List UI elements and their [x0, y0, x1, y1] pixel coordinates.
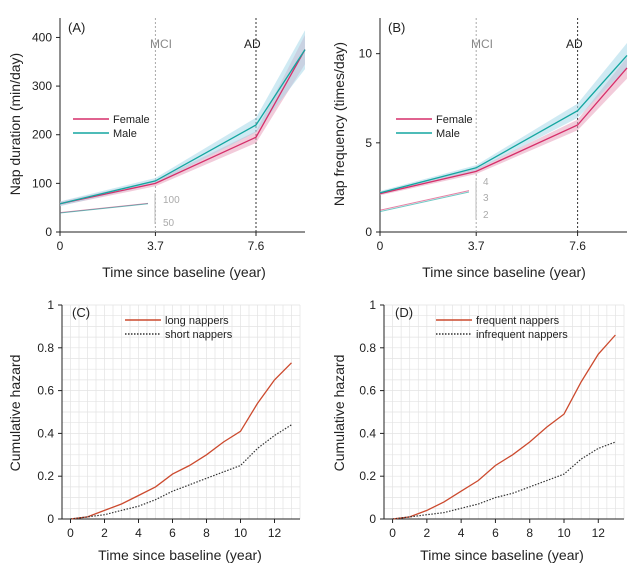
panel-b-vline-ad-label: AD: [566, 37, 583, 51]
panel-b-series-female: [379, 67, 628, 195]
panel-a-ylabel: Nap duration (min/day): [7, 53, 23, 195]
panel-a-x-tick-label: 7.6: [248, 239, 265, 253]
panel-b-marks: 0 5 10 0 3.7 7.6: [359, 18, 628, 253]
panel-c-x-tick-label: 0: [67, 526, 74, 540]
panel-c-y-tick-label: 0.4: [37, 426, 54, 440]
panel-d-x-tick-label: 10: [557, 526, 571, 540]
panel-a-x-tick-label: 3.7: [147, 239, 164, 253]
panel-c-xlabel: Time since baseline (year): [98, 547, 262, 563]
panel-d-x-tick-label: 2: [424, 526, 431, 540]
panel-b-vline-mci-label: MCI: [471, 37, 493, 51]
panel-b-label: (B): [388, 20, 405, 35]
panel-b-inset-line-female: [379, 190, 470, 211]
panel-b-x-tick-label: 0: [377, 239, 384, 253]
panel-c-x-tick-label: 2: [101, 526, 108, 540]
panel-b-inset-tick-3: 3: [483, 193, 489, 204]
panel-a-y-tick-label: 100: [32, 176, 52, 190]
panel-d-y-tick-label: 0.8: [359, 341, 376, 355]
panel-d-y-tick-label: 1: [369, 298, 376, 312]
panel-b-y-tick-label: 0: [365, 225, 372, 239]
panel-d-hazard-chart: 00.20.40.60.810 2 4 6 8 10 12 (D) Cumulative h…: [331, 298, 625, 563]
panel-d-label: (D): [395, 305, 413, 320]
panel-c-x-tick-label: 12: [268, 526, 282, 540]
panel-b-ylabel: Nap frequency (times/day): [331, 42, 347, 206]
panel-a-label: (A): [68, 20, 85, 35]
panel-d-y-tick-label: 0: [369, 512, 376, 526]
panel-c-y-tick-label: 0.6: [37, 384, 54, 398]
panel-d-x-tick-label: 8: [526, 526, 533, 540]
panel-c-x-tick-label: 8: [203, 526, 210, 540]
panel-b-series-male: [379, 54, 628, 194]
panel-a-marks: 0 100 200 300 400 0 3.7 7.6: [32, 18, 306, 253]
panel-a-y-tick-label: 0: [45, 225, 52, 239]
panel-d-x-tick-label: 12: [592, 526, 606, 540]
panel-a-inset-tick-50: 50: [163, 218, 175, 229]
panel-a-x-tick-label: 0: [57, 239, 64, 253]
panel-d-series-infrequent-nappers: [392, 441, 616, 520]
panel-a-y-tick-label: 400: [32, 30, 52, 44]
panel-c-ylabel: Cumulative hazard: [7, 355, 23, 472]
panel-b-legend-label-female: Female: [436, 114, 473, 126]
panel-a-legend-label-female: Female: [113, 114, 150, 126]
panel-d-x-tick-label: 0: [389, 526, 396, 540]
panel-c-x-tick-label: 4: [135, 526, 142, 540]
panel-a-y-tick-label: 200: [32, 128, 52, 142]
panel-b-x-tick-label: 3.7: [468, 239, 485, 253]
panel-d-y-tick-label: 0.4: [359, 426, 376, 440]
panel-a-vline-ad-label: AD: [244, 37, 261, 51]
panel-a-duration-chart: 0 100 200 300 400 0 3.7 7.6 (A) Nap duration (m…: [7, 18, 306, 280]
panel-c-series-short-nappers: [70, 424, 292, 520]
panel-b-inset-line-male: [379, 191, 470, 213]
panel-d-legend-label-infrequent: infrequent nappers: [476, 329, 568, 341]
panel-b-band-female: [380, 57, 627, 196]
panel-b-inset-tick-4: 4: [483, 177, 489, 188]
panel-d-ylabel: Cumulative hazard: [331, 355, 347, 472]
panel-c-legend-label-long: long nappers: [165, 315, 229, 327]
panel-c-legend-label-short: short nappers: [165, 329, 233, 341]
panel-c-y-tick-label: 1: [47, 298, 54, 312]
panel-a-legend-label-male: Male: [113, 128, 137, 140]
panel-d-x-tick-label: 6: [492, 526, 499, 540]
panel-c-y-tick-label: 0.2: [37, 469, 54, 483]
panel-d-series-frequent-nappers: [392, 334, 616, 520]
panel-a-inset-tick-100: 100: [163, 195, 180, 206]
panel-c-marks: 00.20.40.60.810 2 4 6 8 10 12: [37, 298, 301, 540]
panel-c-x-tick-label: 10: [234, 526, 248, 540]
panel-a-vline-mci-label: MCI: [150, 37, 172, 51]
panel-b-xlabel: Time since baseline (year): [422, 264, 586, 280]
panel-c-y-tick-label: 0: [47, 512, 54, 526]
panel-b-y-tick-label: 5: [365, 136, 372, 150]
panel-b-inset-tick-2: 2: [483, 210, 489, 221]
panel-b-frequency-chart: 0 5 10 0 3.7 7.6 (B) Nap frequency (times/day…: [331, 18, 628, 280]
panel-c-series-long-nappers: [70, 362, 292, 520]
panel-c-y-tick-label: 0.8: [37, 341, 54, 355]
panel-d-legend-label-frequent: frequent nappers: [476, 315, 560, 327]
panel-c-x-tick-label: 6: [169, 526, 176, 540]
panel-a-series-male: [59, 49, 306, 205]
panel-b-legend-label-male: Male: [436, 128, 460, 140]
panel-a-band-male: [60, 30, 305, 207]
panel-a-y-tick-label: 300: [32, 79, 52, 93]
panel-b-y-tick-label: 10: [359, 47, 373, 61]
panel-c-hazard-chart: 00.20.40.60.810 2 4 6 8 10 12 (C) Cumulative h…: [7, 298, 301, 563]
panel-d-x-tick-label: 4: [458, 526, 465, 540]
panel-c-label: (C): [72, 305, 90, 320]
panel-a-xlabel: Time since baseline (year): [102, 264, 266, 280]
panel-b-x-tick-label: 7.6: [569, 239, 586, 253]
panel-a-inset-line-male: [59, 203, 149, 214]
panel-d-y-tick-label: 0.6: [359, 384, 376, 398]
panel-d-xlabel: Time since baseline (year): [420, 547, 584, 563]
panel-a-band-female: [60, 35, 305, 206]
panel-d-y-tick-label: 0.2: [359, 469, 376, 483]
panel-d-marks: 00.20.40.60.810 2 4 6 8 10 12: [359, 298, 625, 540]
panel-a-series-female: [59, 49, 306, 205]
